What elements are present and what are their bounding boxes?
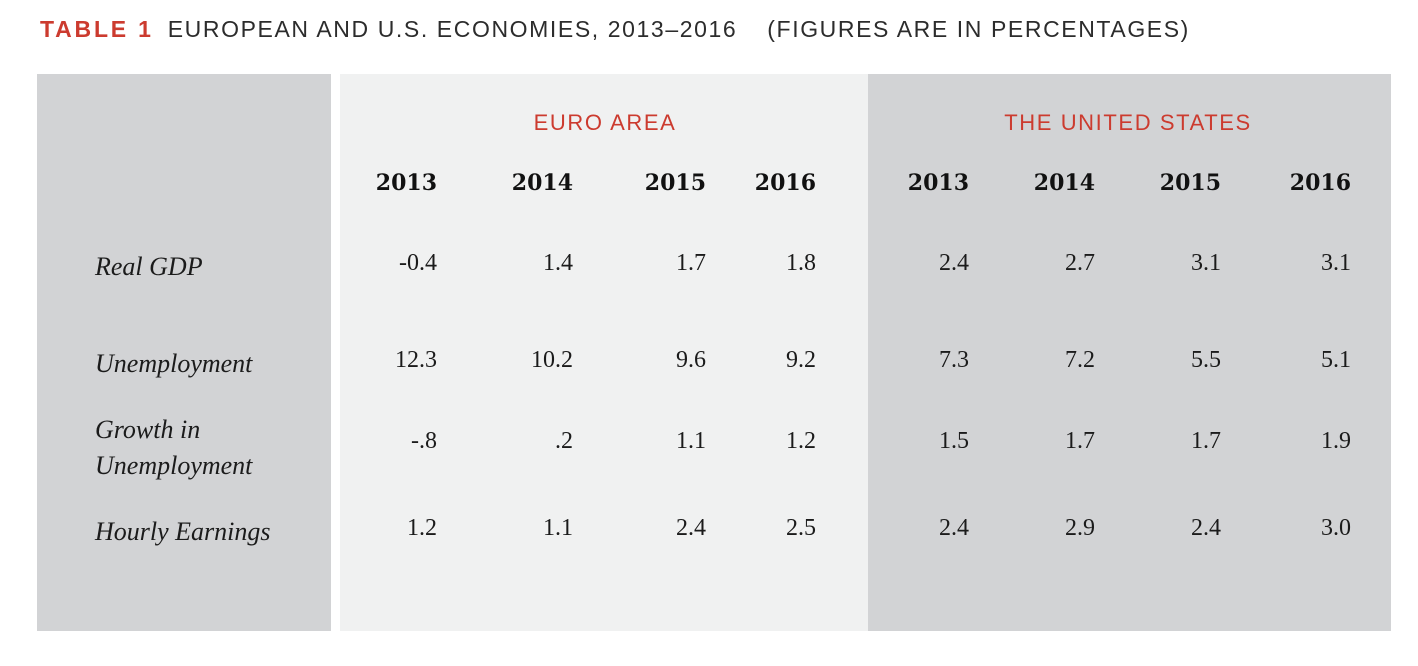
euro-value-cell: 1.1 — [676, 428, 706, 454]
us-value-cell: 2.4 — [939, 515, 969, 541]
euro-value-cell: 10.2 — [531, 347, 573, 373]
euro-value-cell: 1.1 — [543, 515, 573, 541]
euro-value-cell: .2 — [555, 428, 573, 454]
euro-value-cell: 1.2 — [407, 515, 437, 541]
euro-value-cell: 2.5 — [786, 515, 816, 541]
us-value-cell: 7.2 — [1065, 347, 1095, 373]
euro-area-panel — [340, 74, 868, 631]
us-value-cell: 1.7 — [1191, 428, 1221, 454]
row-label-panel — [37, 74, 331, 631]
euro-value-cell: 12.3 — [395, 347, 437, 373]
us-value-cell: 1.9 — [1321, 428, 1351, 454]
table-caption: TABLE 1 EUROPEAN AND U.S. ECONOMIES, 2013… — [40, 16, 1190, 43]
euro-value-cell: 1.4 — [543, 250, 573, 276]
us-value-cell: 5.5 — [1191, 347, 1221, 373]
euro-value-cell: 1.7 — [676, 250, 706, 276]
us-value-cell: 3.1 — [1321, 250, 1351, 276]
us-value-cell: 2.4 — [939, 250, 969, 276]
us-value-cell: 1.7 — [1065, 428, 1095, 454]
euro-value-cell: 1.2 — [786, 428, 816, 454]
us-year-header: 2015 — [1159, 170, 1221, 196]
us-value-cell: 2.9 — [1065, 515, 1095, 541]
euro-year-header: 2015 — [644, 170, 706, 196]
us-value-cell: 3.0 — [1321, 515, 1351, 541]
euro-year-header: 2014 — [511, 170, 573, 196]
row-label: Unemployment — [95, 349, 253, 378]
table-title: EUROPEAN AND U.S. ECONOMIES, 2013–2016 — [167, 16, 738, 42]
us-value-cell: 3.1 — [1191, 250, 1221, 276]
us-value-cell: 1.5 — [939, 428, 969, 454]
euro-value-cell: -.8 — [411, 428, 437, 454]
us-year-header: 2014 — [1033, 170, 1095, 196]
us-value-cell: 2.4 — [1191, 515, 1221, 541]
euro-value-cell: -0.4 — [399, 250, 437, 276]
us-year-header: 2013 — [907, 170, 969, 196]
euro-value-cell: 2.4 — [676, 515, 706, 541]
euro-value-cell: 9.2 — [786, 347, 816, 373]
row-label: Hourly Earnings — [95, 517, 271, 546]
table-note: (FIGURES ARE IN PERCENTAGES) — [767, 16, 1190, 42]
euro-year-header: 2016 — [754, 170, 816, 196]
euro-value-cell: 1.8 — [786, 250, 816, 276]
table-number: TABLE 1 — [40, 16, 154, 42]
euro-value-cell: 9.6 — [676, 347, 706, 373]
us-value-cell: 2.7 — [1065, 250, 1095, 276]
us-value-cell: 7.3 — [939, 347, 969, 373]
us-value-cell: 5.1 — [1321, 347, 1351, 373]
row-label: Growth in Unemployment — [95, 415, 253, 480]
united-states-panel — [868, 74, 1391, 631]
euro-area-header: EURO AREA — [533, 110, 677, 135]
united-states-header: THE UNITED STATES — [1004, 110, 1252, 135]
row-label: Real GDP — [95, 252, 203, 281]
euro-year-header: 2013 — [375, 170, 437, 196]
us-year-header: 2016 — [1289, 170, 1351, 196]
